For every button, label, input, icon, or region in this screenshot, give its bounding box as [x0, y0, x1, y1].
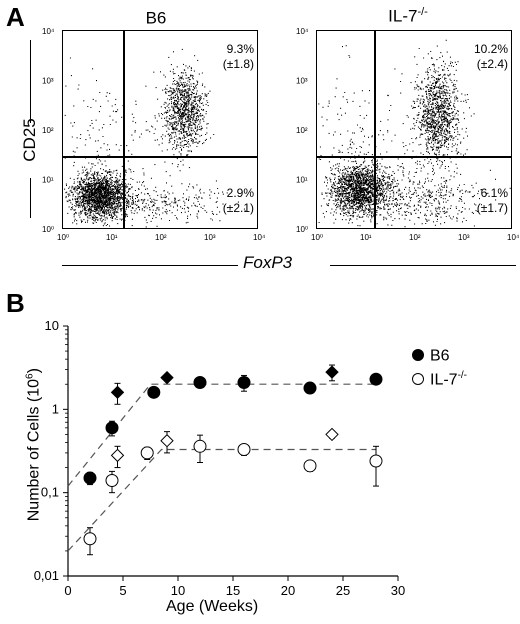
panel-a-letter: A	[6, 2, 25, 32]
facs-x-tick-label: 10⁴	[253, 233, 266, 242]
facs-x-tick-label: 10¹	[360, 233, 372, 242]
data-point-diamond-b6	[160, 370, 174, 385]
facs-y-tick-label: 10²	[296, 126, 308, 135]
facs-il7-lower-right: 6.1% (±1.7)	[476, 186, 508, 215]
y-tick-label: 1	[52, 401, 59, 416]
facs-x-tick-label: 10³	[458, 233, 470, 242]
facs-plot-il7	[316, 30, 512, 229]
facs-y-tick-label: 10⁰	[42, 225, 54, 234]
facs-title-il7: IL-7-/-	[388, 6, 428, 26]
legend-marker-open	[412, 373, 424, 386]
facs-dots-path	[318, 39, 511, 228]
fit-line-b6	[67, 383, 376, 487]
panel-b-letter: B	[6, 288, 25, 318]
x-tick-label: 20	[281, 583, 295, 598]
data-point-circle-b6	[193, 375, 207, 389]
data-point-circle-il7	[193, 439, 207, 453]
ylabel-line-top	[30, 40, 31, 123]
x-tick-label: 25	[336, 583, 350, 598]
data-point-circle-il7	[369, 454, 383, 468]
x-tick-label: 5	[119, 583, 126, 598]
facs-b6-upper-right: 9.3% (±1.8)	[222, 42, 254, 71]
legend-item-il7: IL-7-/-	[412, 370, 467, 389]
facs-title-b6: B6	[145, 8, 167, 28]
facs-il7-upper-right: 10.2% (±2.4)	[473, 42, 508, 71]
x-tick-label: 0	[64, 583, 71, 598]
facs-x-tick-label: 10⁴	[507, 233, 520, 242]
facs-plot-b6	[62, 30, 258, 229]
data-point-circle-il7	[303, 459, 317, 473]
legend-label-b6: B6	[430, 347, 450, 365]
data-point-circle-il7	[105, 473, 119, 487]
y-tick-label: 0,01	[34, 568, 59, 583]
facs-y-tick-label: 10⁰	[296, 225, 308, 234]
data-point-circle-b6	[105, 421, 119, 435]
facs-y-tick-label: 10²	[42, 126, 54, 135]
data-point-circle-il7	[83, 532, 97, 546]
x-tick-label: 15	[226, 583, 240, 598]
facs-x-tick-label: 10²	[155, 233, 167, 242]
data-point-diamond-b6	[325, 365, 339, 379]
facs-dots-layer: 10⁰10⁰10¹10¹10²10²10³10³10⁴10⁴10⁰10⁰10¹1…	[42, 27, 520, 242]
facs-x-tick-label: 10⁰	[57, 233, 69, 242]
facs-x-tick-label: 10¹	[106, 233, 118, 242]
y-tick-label: 0,1	[41, 485, 59, 500]
facs-y-tick-label: 10⁴	[42, 27, 55, 36]
y-tick-label: 10	[45, 318, 59, 333]
ylabel-line-bottom	[30, 178, 31, 218]
data-point-circle-b6	[369, 372, 383, 386]
x-tick-label: 30	[391, 583, 405, 598]
facs-dots-path	[64, 48, 246, 228]
facs-x-tick-label: 10³	[204, 233, 216, 242]
data-point-circle-b6	[147, 385, 161, 399]
data-point-diamond-il7	[325, 427, 339, 442]
x-tick-label: 10	[171, 583, 185, 598]
facs-y-tick-label: 10³	[296, 77, 308, 86]
data-point-circle-il7	[140, 446, 154, 460]
facs-y-tick-label: 10¹	[42, 176, 54, 185]
facs-y-tick-label: 10¹	[296, 176, 308, 185]
data-point-circle-b6	[303, 381, 317, 395]
facs-y-tick-label: 10⁴	[296, 27, 309, 36]
legend-label-il7: IL-7	[430, 371, 458, 389]
facs-b6-lower-right: 2.9% (±2.1)	[222, 186, 254, 215]
facs-x-tick-label: 10⁰	[311, 233, 323, 242]
fit-line-il7	[67, 448, 376, 552]
data-point-diamond-il7	[160, 434, 174, 448]
legend-item-b6: B6	[412, 346, 450, 365]
data-point-diamond-b6	[110, 385, 125, 400]
xlabel-line-right	[330, 265, 516, 266]
facs-dots-b6	[64, 48, 246, 228]
facs-x-tick-label: 10²	[409, 233, 421, 242]
xlabel-line-left	[62, 265, 238, 266]
data-point-circle-il7	[237, 442, 251, 456]
legend-marker-filled	[412, 349, 424, 362]
data-point-circle-b6	[83, 471, 97, 485]
facs-y-tick-label: 10³	[42, 77, 54, 86]
chart-xlabel: Age (Weeks)	[166, 598, 259, 615]
panel-a-xlabel: FoxP3	[243, 253, 293, 272]
facs-dots-il7	[318, 39, 511, 228]
data-point-diamond-il7	[110, 448, 125, 463]
data-point-circle-b6	[237, 375, 251, 389]
